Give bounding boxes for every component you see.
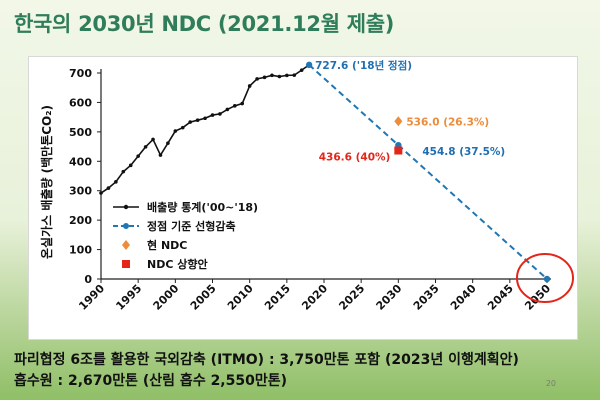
emissions-history-point xyxy=(99,191,103,195)
y-tick-label: 500 xyxy=(69,126,92,139)
emissions-history-point xyxy=(114,180,118,184)
page-number: 20 xyxy=(545,379,556,388)
x-tick-label: 2010 xyxy=(225,282,256,313)
x-tick-label: 2020 xyxy=(299,282,330,313)
emissions-history-point xyxy=(121,169,126,174)
x-tick-label: 1995 xyxy=(113,282,144,313)
emissions-history-point xyxy=(158,153,163,157)
legend-upgraded-ndc-marker xyxy=(122,260,130,268)
linear-reduction-line xyxy=(308,64,548,280)
emissions-history-point xyxy=(136,154,140,158)
emissions-history-point xyxy=(203,116,207,121)
footnotes: 파리협정 6조를 활용한 국외감축 (ITMO) : 3,750만톤 포함 (2… xyxy=(14,350,586,392)
emissions-history-point xyxy=(195,118,200,123)
annotation-upgraded-ndc: 436.6 (40%) xyxy=(319,152,391,164)
x-tick-label: 2030 xyxy=(374,282,405,313)
x-tick-label: 2040 xyxy=(448,282,479,313)
emissions-history-point xyxy=(218,112,222,116)
y-axis-title: 온실가스 배출량 (백만톤CO₂) xyxy=(39,105,54,259)
emissions-history-point xyxy=(292,73,297,77)
current-ndc-marker xyxy=(394,116,403,127)
x-tick-label: 2045 xyxy=(485,282,516,313)
x-tick-label: 2025 xyxy=(336,282,367,313)
x-tick-label: 2000 xyxy=(151,282,182,313)
legend-linear-marker xyxy=(123,223,129,229)
y-tick-label: 400 xyxy=(69,155,92,168)
emissions-history-point xyxy=(262,75,267,80)
emissions-history-point xyxy=(225,107,230,112)
footnote-sink: 흡수원 : 2,670만톤 (산림 흡수 2,550만톤) xyxy=(14,373,288,389)
emissions-history-point xyxy=(285,73,289,78)
footnote-itmo: 파리협정 6조를 활용한 국외감축 (ITMO) : 3,750만톤 포함 (2… xyxy=(14,352,519,368)
emissions-history-point xyxy=(277,74,282,79)
highlight-2050-circle xyxy=(516,253,574,303)
legend-upgraded-ndc-label: NDC 상향안 xyxy=(147,257,208,271)
y-tick-label: 300 xyxy=(69,185,92,198)
emissions-history-point xyxy=(106,186,111,190)
emissions-history-point xyxy=(233,104,237,108)
y-tick-label: 100 xyxy=(69,244,92,257)
chart-panel: 0 100 200 300 400 500 600 700 1990 1995 2000 2005 20… xyxy=(28,56,578,340)
linear-reduction-point xyxy=(543,275,551,283)
emissions-history-point xyxy=(180,125,185,130)
emissions-history-point xyxy=(210,113,215,117)
emissions-history-point xyxy=(240,101,245,106)
emissions-history-point xyxy=(166,141,170,145)
emissions-history-point xyxy=(173,129,178,133)
y-tick-label: 600 xyxy=(69,96,92,109)
annotation-peak: 727.6 ('18년 정점) xyxy=(315,59,412,72)
emissions-history-point xyxy=(151,137,155,142)
emissions-history-point xyxy=(188,120,192,124)
legend-current-ndc-marker xyxy=(122,240,130,250)
upgraded-ndc-marker xyxy=(394,146,403,155)
emissions-history-point xyxy=(128,163,133,168)
emissions-history-point xyxy=(255,77,259,81)
annotation-current-ndc: 536.0 (26.3%) xyxy=(406,116,489,128)
y-tick-label: 0 xyxy=(84,273,92,286)
linear-reduction-point xyxy=(305,61,313,69)
y-tick-label: 200 xyxy=(69,214,92,227)
slide-title: 한국의 2030년 NDC (2021.12월 제출) xyxy=(14,12,395,36)
emissions-history-point xyxy=(299,68,304,72)
legend-history-marker xyxy=(123,204,129,210)
legend-linear-label: 정점 기준 선형감축 xyxy=(147,219,236,233)
x-tick-label: 2015 xyxy=(262,282,293,313)
emissions-history-point xyxy=(247,84,252,88)
emissions-history-line xyxy=(100,64,310,194)
emissions-history-point xyxy=(143,145,148,149)
legend-history-label: 배출량 통계('00~'18) xyxy=(147,200,258,214)
x-tick-label: 2005 xyxy=(188,282,219,313)
annotation-linear-2030: 454.8 (37.5%) xyxy=(422,146,505,158)
y-tick-label: 700 xyxy=(69,67,92,80)
emissions-history-point xyxy=(270,73,274,78)
x-tick-label: 2035 xyxy=(411,282,442,313)
x-tick-label: 1990 xyxy=(76,282,107,313)
legend-current-ndc-label: 현 NDC xyxy=(147,238,187,252)
